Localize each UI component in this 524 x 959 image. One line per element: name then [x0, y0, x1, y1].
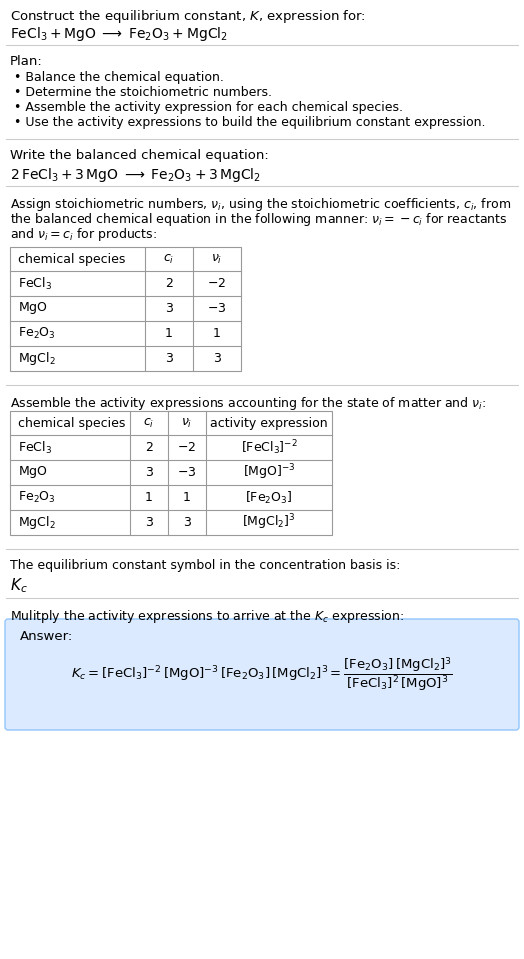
Text: $\nu_i$: $\nu_i$: [211, 252, 223, 266]
Text: 3: 3: [183, 516, 191, 529]
Text: $[\mathrm{Fe_2O_3}]$: $[\mathrm{Fe_2O_3}]$: [245, 489, 293, 505]
Text: • Assemble the activity expression for each chemical species.: • Assemble the activity expression for e…: [14, 101, 403, 114]
Bar: [10, 247, 241, 371]
Text: activity expression: activity expression: [210, 416, 328, 430]
Text: $\mathrm{MgO}$: $\mathrm{MgO}$: [18, 464, 48, 480]
Text: 3: 3: [165, 302, 173, 315]
Bar: [10, 411, 332, 535]
Text: • Determine the stoichiometric numbers.: • Determine the stoichiometric numbers.: [14, 86, 272, 99]
Text: $\mathrm{FeCl_3 + MgO \;\longrightarrow\; Fe_2O_3 + MgCl_2}$: $\mathrm{FeCl_3 + MgO \;\longrightarrow\…: [10, 25, 228, 43]
Text: Assemble the activity expressions accounting for the state of matter and $\nu_i$: Assemble the activity expressions accoun…: [10, 395, 486, 412]
Text: chemical species: chemical species: [18, 252, 125, 266]
Text: $-2$: $-2$: [208, 277, 226, 290]
FancyBboxPatch shape: [5, 619, 519, 730]
Text: Construct the equilibrium constant, $K$, expression for:: Construct the equilibrium constant, $K$,…: [10, 8, 366, 25]
Text: 2: 2: [145, 441, 153, 454]
Text: $K_c = [\mathrm{FeCl_3}]^{-2}\,[\mathrm{MgO}]^{-3}\,[\mathrm{Fe_2O_3}]\,[\mathrm: $K_c = [\mathrm{FeCl_3}]^{-2}\,[\mathrm{…: [71, 655, 453, 693]
Text: $\nu_i$: $\nu_i$: [181, 416, 193, 430]
Text: 3: 3: [145, 466, 153, 479]
Text: $K_c$: $K_c$: [10, 576, 28, 595]
Text: chemical species: chemical species: [18, 416, 125, 430]
Text: 1: 1: [183, 491, 191, 504]
Text: the balanced chemical equation in the following manner: $\nu_i = -c_i$ for react: the balanced chemical equation in the fo…: [10, 211, 507, 228]
Text: $\mathrm{Fe_2O_3}$: $\mathrm{Fe_2O_3}$: [18, 490, 56, 505]
Text: 2: 2: [165, 277, 173, 290]
Bar: [10, 247, 241, 371]
Text: $\mathrm{FeCl_3}$: $\mathrm{FeCl_3}$: [18, 275, 52, 292]
Text: $-3$: $-3$: [177, 466, 196, 479]
Text: $-2$: $-2$: [178, 441, 196, 454]
Text: • Balance the chemical equation.: • Balance the chemical equation.: [14, 71, 224, 84]
Text: $[\mathrm{MgO}]^{-3}$: $[\mathrm{MgO}]^{-3}$: [243, 462, 296, 482]
Text: Plan:: Plan:: [10, 55, 43, 68]
Text: 1: 1: [145, 491, 153, 504]
Text: $c_i$: $c_i$: [144, 416, 155, 430]
Text: $\mathrm{MgO}$: $\mathrm{MgO}$: [18, 300, 48, 316]
Text: $[\mathrm{MgCl_2}]^3$: $[\mathrm{MgCl_2}]^3$: [242, 513, 296, 532]
Text: Answer:: Answer:: [20, 630, 73, 643]
Text: and $\nu_i = c_i$ for products:: and $\nu_i = c_i$ for products:: [10, 226, 157, 243]
Text: $-3$: $-3$: [208, 302, 227, 315]
Text: $c_i$: $c_i$: [163, 252, 174, 266]
Text: $\mathrm{MgCl_2}$: $\mathrm{MgCl_2}$: [18, 350, 56, 367]
Text: 3: 3: [165, 352, 173, 365]
Text: $[\mathrm{FeCl_3}]^{-2}$: $[\mathrm{FeCl_3}]^{-2}$: [241, 438, 298, 456]
Text: $\mathrm{2\,FeCl_3 + 3\,MgO \;\longrightarrow\; Fe_2O_3 + 3\,MgCl_2}$: $\mathrm{2\,FeCl_3 + 3\,MgO \;\longright…: [10, 166, 261, 184]
Text: 3: 3: [145, 516, 153, 529]
Text: • Use the activity expressions to build the equilibrium constant expression.: • Use the activity expressions to build …: [14, 116, 486, 129]
Text: 1: 1: [165, 327, 173, 340]
Text: $\mathrm{MgCl_2}$: $\mathrm{MgCl_2}$: [18, 514, 56, 531]
Text: 3: 3: [213, 352, 221, 365]
Bar: [10, 411, 332, 535]
Text: The equilibrium constant symbol in the concentration basis is:: The equilibrium constant symbol in the c…: [10, 559, 400, 572]
Text: Write the balanced chemical equation:: Write the balanced chemical equation:: [10, 149, 269, 162]
Text: Mulitply the activity expressions to arrive at the $K_c$ expression:: Mulitply the activity expressions to arr…: [10, 608, 405, 625]
Text: 1: 1: [213, 327, 221, 340]
Text: $\mathrm{FeCl_3}$: $\mathrm{FeCl_3}$: [18, 439, 52, 456]
Text: Assign stoichiometric numbers, $\nu_i$, using the stoichiometric coefficients, $: Assign stoichiometric numbers, $\nu_i$, …: [10, 196, 511, 213]
Text: $\mathrm{Fe_2O_3}$: $\mathrm{Fe_2O_3}$: [18, 326, 56, 341]
